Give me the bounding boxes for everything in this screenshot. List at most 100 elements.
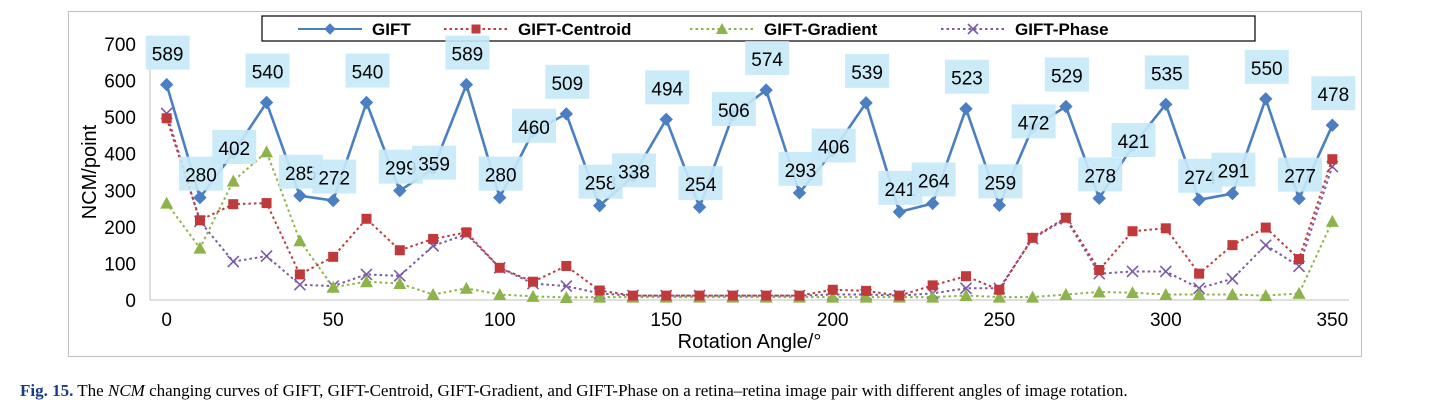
caption-italic-term: NCM: [107, 381, 145, 400]
data-point: [359, 275, 373, 288]
data-label: 509: [545, 64, 590, 99]
data-point: [360, 268, 373, 281]
data-label-text: 574: [751, 50, 783, 71]
data-point: [959, 282, 973, 295]
data-label: 277: [1278, 157, 1323, 192]
data-label-box: [312, 159, 357, 194]
legend-marker: [324, 23, 336, 35]
data-point: [994, 284, 1005, 295]
x-tick-label: 250: [983, 310, 1015, 331]
data-label-text: 539: [851, 63, 883, 84]
ncm-line-chart: GIFT GIFT-Centroid GIFT-Gradient GIFT-Phase…: [79, 15, 1356, 353]
data-point: [1192, 288, 1206, 301]
data-label: 529: [1044, 57, 1089, 92]
legend-marker-stroke-b: [967, 23, 979, 35]
data-label-text: 272: [318, 169, 350, 190]
data-label-box: [412, 145, 457, 180]
legend-marker: [471, 24, 481, 34]
x-tick-label: 150: [650, 310, 682, 331]
data-point: [459, 281, 473, 294]
data-point: [759, 83, 773, 97]
data-point-stroke-b: [959, 282, 973, 295]
data-point: [461, 227, 472, 238]
data-label-text: 535: [1151, 64, 1183, 85]
data-point: [393, 269, 406, 282]
data-point: [1292, 286, 1306, 299]
data-label: 540: [245, 53, 290, 88]
y-tick-label: 0: [125, 291, 136, 312]
data-label: 278: [1078, 157, 1123, 192]
data-point: [927, 280, 938, 291]
data-point: [1227, 240, 1238, 251]
data-label-box: [245, 53, 290, 88]
data-point: [193, 241, 207, 254]
data-label-box: [1044, 57, 1089, 92]
data-point: [159, 77, 174, 92]
data-label-box: [1211, 152, 1256, 187]
y-tick-label: 400: [104, 145, 136, 166]
data-point: [1126, 286, 1140, 299]
data-label-box: [745, 41, 790, 76]
data-label-box: [1278, 157, 1323, 192]
data-label: 280: [178, 156, 223, 191]
data-point: [1060, 212, 1071, 223]
data-point-stroke-b: [393, 269, 406, 282]
x-tick-label: 300: [1150, 310, 1182, 331]
data-point: [326, 280, 340, 293]
y-tick-label: 100: [104, 254, 136, 275]
data-point: [659, 112, 673, 127]
data-label-text: 359: [418, 155, 450, 176]
data-label-text: 523: [951, 69, 983, 90]
data-label: 523: [944, 59, 989, 94]
data-point: [960, 271, 971, 282]
data-label-box: [1078, 157, 1123, 192]
data-point: [594, 285, 605, 296]
data-point: [926, 290, 940, 303]
data-point: [1292, 191, 1306, 206]
data-point: [1126, 265, 1139, 278]
data-point: [194, 215, 205, 226]
data-label-box: [212, 129, 257, 164]
data-point: [228, 199, 239, 210]
data-point: [661, 290, 672, 301]
data-point: [161, 113, 172, 124]
data-label-text: 274: [1184, 168, 1216, 189]
data-point: [1259, 239, 1272, 252]
data-point: [1192, 193, 1206, 207]
data-point: [293, 189, 307, 203]
data-point: [792, 186, 807, 200]
data-point: [559, 290, 573, 303]
data-point: [894, 290, 905, 301]
data-label-text: 540: [252, 63, 284, 84]
y-tick-label: 300: [104, 181, 136, 202]
data-label: 259: [978, 164, 1023, 199]
data-point: [859, 96, 873, 110]
data-point: [1225, 288, 1239, 301]
data-label-text: 277: [1284, 167, 1316, 188]
data-label-box: [445, 35, 490, 70]
data-label: 589: [445, 35, 490, 70]
data-point: [459, 77, 474, 92]
figure-caption: Fig. 15. The NCM changing curves of GIFT…: [20, 381, 1420, 401]
legend-entry-gift-centroid: GIFT-Centroid: [444, 20, 631, 39]
data-point: [394, 245, 405, 256]
x-axis-title: Rotation Angle/°: [678, 331, 822, 353]
series-line: [165, 113, 1334, 297]
data-point: [259, 95, 274, 110]
data-label-text: 506: [718, 101, 750, 122]
data-point: [493, 190, 507, 205]
data-label: 478: [1311, 76, 1356, 111]
series-gift-centroid: [161, 113, 1338, 301]
data-label-text: 460: [518, 118, 550, 139]
data-label-box: [944, 59, 989, 94]
data-point: [859, 290, 873, 303]
data-point: [528, 276, 539, 287]
data-point: [593, 290, 607, 303]
data-point: [1260, 222, 1271, 233]
data-label-box: [145, 35, 190, 70]
x-tick-label: 0: [161, 310, 172, 331]
data-point: [261, 198, 272, 209]
data-label-text: 299: [385, 159, 417, 180]
data-label: 472: [1011, 104, 1056, 139]
